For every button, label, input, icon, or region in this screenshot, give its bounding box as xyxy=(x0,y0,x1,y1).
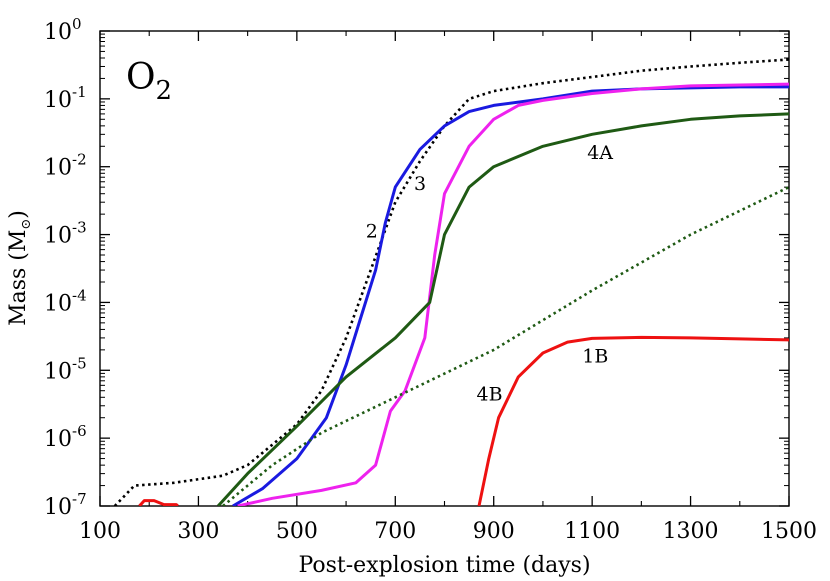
y-tick-label: 10-5 xyxy=(44,354,87,384)
curve-label-4b: 4B xyxy=(476,383,502,405)
y-axis-title-sub: ⊙ xyxy=(19,219,34,230)
y-axis-title-main: Mass (M xyxy=(6,230,31,326)
series-layer xyxy=(113,58,789,506)
x-tick-label: 700 xyxy=(374,519,416,544)
y-tick-label: 10-7 xyxy=(44,490,87,520)
y-tick-label: 10-1 xyxy=(44,83,87,113)
curve-label-4a: 4A xyxy=(587,142,613,164)
x-tick-label: 1100 xyxy=(564,519,620,544)
y-tick-label: 10-4 xyxy=(44,286,87,316)
ticks xyxy=(99,30,790,507)
y-tick-label: 10-6 xyxy=(44,422,87,452)
curve-label-3: 3 xyxy=(414,173,426,195)
x-tick-label: 300 xyxy=(177,519,219,544)
x-tick-label: 500 xyxy=(276,519,318,544)
x-axis-title: Post-explosion time (days) xyxy=(298,553,590,578)
series-1b-line xyxy=(477,335,789,506)
x-tick-label: 1300 xyxy=(663,519,719,544)
x-tick-label: 900 xyxy=(473,519,515,544)
y-tick-label: 100 xyxy=(44,15,82,45)
curve-label-1b: 1B xyxy=(582,346,608,368)
series-1b-early-line xyxy=(138,499,179,506)
series-4b-line xyxy=(222,185,789,506)
y-axis-title-close: ) xyxy=(6,210,31,219)
series-3-line xyxy=(237,82,789,506)
y-tick-label: 10-2 xyxy=(44,151,87,181)
chart-title: O2 xyxy=(126,57,172,106)
series-2-line xyxy=(232,85,789,506)
plot-frame xyxy=(99,30,790,507)
annotation-layer: 2 3 4A 1B 4B xyxy=(366,142,614,405)
y-axis-title: Mass (M⊙) xyxy=(6,210,34,326)
y-tick-label: 10-3 xyxy=(44,219,87,249)
chart-title-main: O xyxy=(126,57,156,98)
chart-title-subscript: 2 xyxy=(156,76,173,106)
curve-label-2: 2 xyxy=(366,221,378,243)
tick-labels: 100 300 500 700 900 1100 1300 1500 100 10-1 10-2 10… xyxy=(44,15,817,544)
series-4a-line xyxy=(216,112,789,506)
x-tick-label: 100 xyxy=(79,519,121,544)
series-total-line xyxy=(113,58,789,506)
x-tick-label: 1500 xyxy=(761,519,817,544)
